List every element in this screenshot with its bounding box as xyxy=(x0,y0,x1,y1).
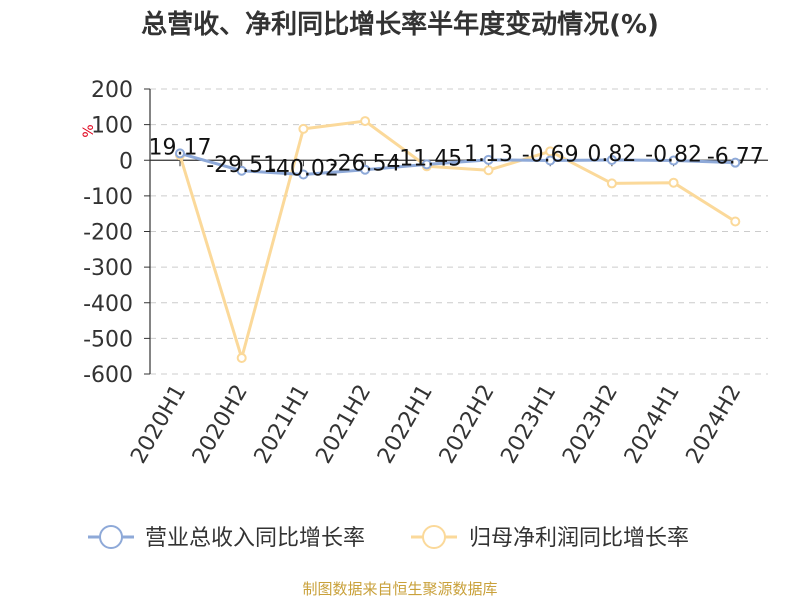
x-tick-label: 2023H2 xyxy=(558,381,623,468)
x-tick-label: 2024H1 xyxy=(620,381,685,468)
data-point xyxy=(236,165,247,176)
data-point xyxy=(421,159,432,170)
series-line xyxy=(179,151,736,177)
data-point xyxy=(668,155,679,166)
x-tick-label: 2022H1 xyxy=(373,381,438,468)
grid xyxy=(150,88,768,375)
chart-title: 总营收、净利同比增长率半年度变动情况(%) xyxy=(141,9,659,40)
y-tick-label: -100 xyxy=(83,185,133,210)
series-line xyxy=(178,119,737,360)
data-point xyxy=(668,177,679,188)
x-tick-label: 2020H1 xyxy=(126,381,191,468)
data-label: -29.51 xyxy=(206,153,277,178)
x-tick-label: 2022H2 xyxy=(435,381,500,468)
data-label: -40.02 xyxy=(268,157,339,182)
legend-swatch-marker xyxy=(99,525,123,549)
data-point xyxy=(298,169,309,180)
x-tick-label: 2023H1 xyxy=(496,381,561,468)
y-tick-label: -500 xyxy=(83,327,133,352)
legend-swatch-marker xyxy=(422,525,446,549)
data-label: -0.69 xyxy=(522,142,579,167)
y-tick-label: 200 xyxy=(91,78,133,103)
data-label: -26.54 xyxy=(330,152,401,177)
source-note: 制图数据来自恒生聚源数据库 xyxy=(302,580,497,598)
x-tick-label: 2024H2 xyxy=(682,381,747,468)
data-point xyxy=(298,123,309,134)
data-point xyxy=(360,164,371,175)
data-point xyxy=(545,155,556,166)
y-tick-label: -200 xyxy=(83,221,133,246)
data-label: 1.13 xyxy=(464,142,513,167)
data-point xyxy=(730,157,741,168)
y-tick-label: 0 xyxy=(119,149,133,174)
data-point xyxy=(175,148,185,159)
y-tick-label: -300 xyxy=(83,256,133,281)
data-point xyxy=(606,154,617,165)
data-point xyxy=(730,216,741,227)
series-layer xyxy=(175,116,741,363)
data-point xyxy=(483,165,494,176)
data-label: -0.82 xyxy=(645,143,702,168)
x-tick-label: 2021H1 xyxy=(250,381,315,468)
data-label: -11.45 xyxy=(391,146,462,171)
data-label: 19.17 xyxy=(149,135,212,160)
x-tick-label: 2021H2 xyxy=(311,381,376,468)
y-tick-label: -600 xyxy=(83,363,133,388)
y-tick-label: 100 xyxy=(91,114,133,139)
data-labels: 19.17-29.51-40.02-26.54-11.45 1.13 -0.69 0.… xyxy=(149,135,764,181)
data-label: -6.77 xyxy=(707,145,764,170)
x-tick-label: 2020H2 xyxy=(188,381,253,468)
data-point xyxy=(236,352,247,363)
data-point xyxy=(545,146,556,157)
legend-label: 营业总收入同比增长率 xyxy=(145,526,365,551)
data-point xyxy=(606,178,617,189)
y-tick-label: -400 xyxy=(83,292,133,317)
data-label: 0.82 xyxy=(587,142,636,167)
legend: 营业总收入同比增长率 归母净利润同比增长率 xyxy=(88,525,689,551)
data-point xyxy=(360,116,371,127)
legend-label: 归母净利润同比增长率 xyxy=(469,526,689,551)
y-unit: % xyxy=(81,124,97,137)
data-point xyxy=(483,154,494,165)
